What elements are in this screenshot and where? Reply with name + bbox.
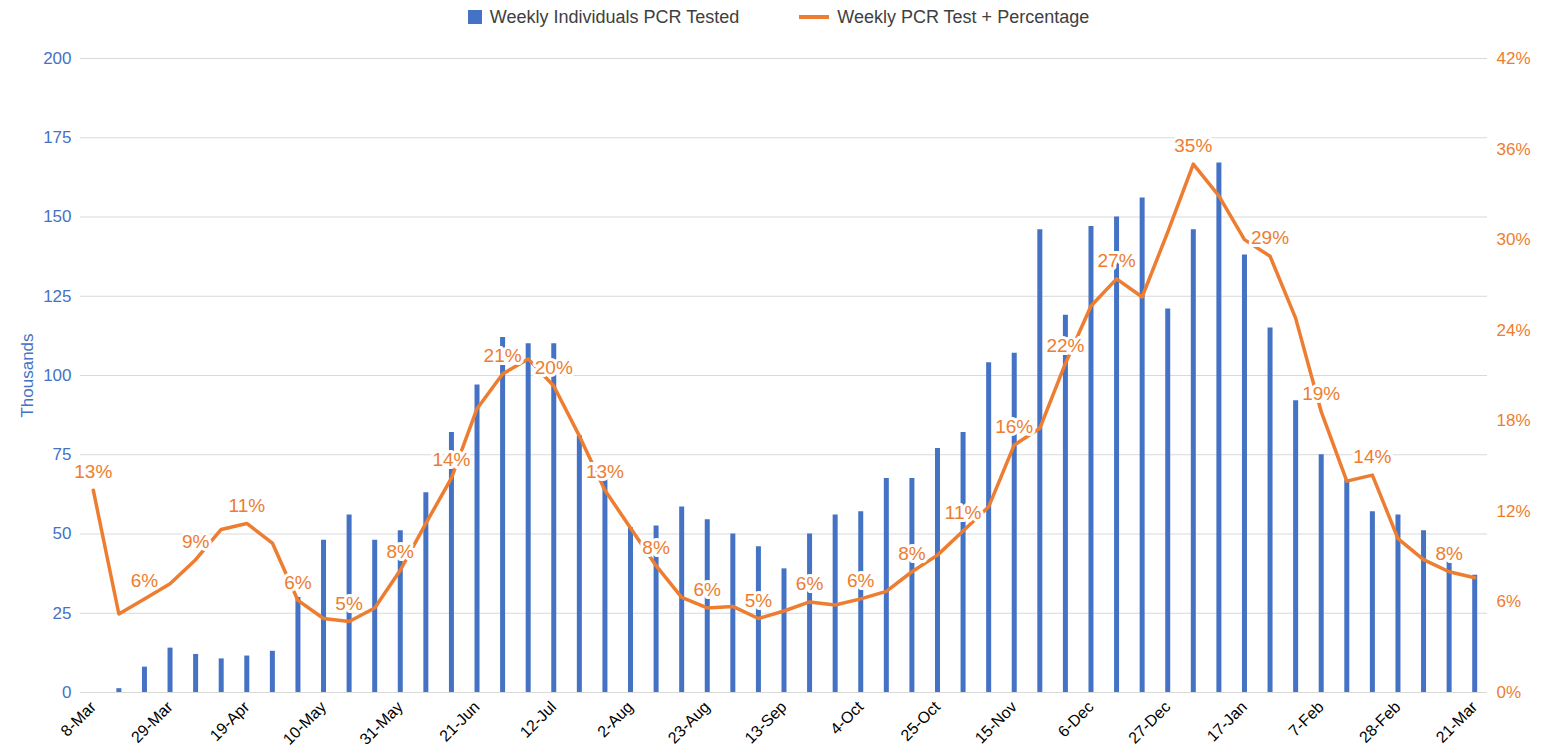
svg-text:12-Jul: 12-Jul	[517, 698, 560, 741]
svg-text:13%: 13%	[74, 461, 112, 482]
svg-text:6%: 6%	[284, 571, 312, 592]
svg-text:11%: 11%	[228, 495, 265, 516]
svg-text:4-Oct: 4-Oct	[827, 698, 867, 738]
svg-text:5%: 5%	[335, 593, 363, 614]
svg-text:12%: 12%	[1497, 502, 1531, 521]
svg-text:19-Apr: 19-Apr	[207, 698, 253, 744]
svg-text:0: 0	[62, 683, 71, 702]
svg-text:200: 200	[43, 49, 71, 68]
svg-text:23-Aug: 23-Aug	[664, 698, 713, 747]
svg-text:25: 25	[53, 604, 72, 623]
svg-text:35%: 35%	[1174, 135, 1212, 156]
svg-text:6%: 6%	[847, 570, 875, 591]
svg-text:20%: 20%	[535, 357, 573, 378]
svg-text:6%: 6%	[1497, 592, 1522, 611]
svg-text:29-Mar: 29-Mar	[128, 698, 176, 746]
svg-text:6%: 6%	[796, 573, 824, 594]
svg-text:150: 150	[43, 207, 71, 226]
svg-text:21%: 21%	[484, 345, 522, 366]
svg-text:36%: 36%	[1497, 140, 1531, 159]
svg-text:19%: 19%	[1302, 383, 1340, 404]
svg-text:75: 75	[53, 445, 72, 464]
svg-text:14%: 14%	[1353, 446, 1391, 467]
svg-text:31-May: 31-May	[356, 698, 406, 748]
svg-text:27%: 27%	[1098, 250, 1136, 271]
svg-text:13-Sep: 13-Sep	[741, 698, 790, 747]
svg-text:9%: 9%	[182, 531, 210, 552]
svg-text:16%: 16%	[995, 416, 1033, 437]
svg-text:14%: 14%	[432, 449, 470, 470]
svg-text:50: 50	[53, 524, 72, 543]
html-text:Weekly Individuals PCR Tested: Weekly Individuals PCR Tested	[489, 6, 740, 27]
svg-text:125: 125	[43, 287, 71, 306]
svg-text:0%: 0%	[1497, 683, 1522, 702]
svg-text:11%: 11%	[945, 502, 982, 523]
svg-text:8%: 8%	[642, 537, 670, 558]
svg-text:6-Dec: 6-Dec	[1055, 698, 1097, 740]
svg-text:8%: 8%	[1435, 543, 1463, 564]
svg-text:100: 100	[43, 366, 71, 385]
svg-text:8%: 8%	[387, 541, 415, 562]
svg-text:13%: 13%	[586, 461, 624, 482]
svg-text:175: 175	[43, 128, 71, 147]
svg-text:18%: 18%	[1497, 411, 1531, 430]
svg-text:21-Jun: 21-Jun	[436, 698, 483, 745]
svg-text:Thousands: Thousands	[18, 333, 37, 417]
svg-text:30%: 30%	[1497, 230, 1531, 249]
svg-text:21-Mar: 21-Mar	[1433, 698, 1481, 746]
svg-text:6%: 6%	[694, 579, 722, 600]
svg-text:2-Aug: 2-Aug	[594, 698, 636, 740]
svg-text:8-Mar: 8-Mar	[57, 698, 99, 740]
svg-text:27-Dec: 27-Dec	[1125, 698, 1173, 746]
svg-text:6%: 6%	[131, 570, 159, 591]
svg-text:8%: 8%	[898, 543, 926, 564]
html-text:Weekly PCR Test + Percentage: Weekly PCR Test + Percentage	[837, 6, 1090, 27]
svg-text:10-May: 10-May	[280, 698, 330, 748]
svg-text:17-Jan: 17-Jan	[1204, 698, 1251, 745]
svg-text:29%: 29%	[1251, 227, 1289, 248]
svg-text:15-Nov: 15-Nov	[971, 698, 1019, 746]
svg-text:42%: 42%	[1497, 49, 1531, 68]
svg-text:22%: 22%	[1046, 335, 1084, 356]
svg-text:24%: 24%	[1497, 321, 1531, 340]
svg-text:25-Oct: 25-Oct	[897, 698, 943, 744]
svg-text:5%: 5%	[745, 590, 773, 611]
svg-text:28-Feb: 28-Feb	[1356, 698, 1404, 746]
svg-text:7-Feb: 7-Feb	[1285, 698, 1327, 740]
